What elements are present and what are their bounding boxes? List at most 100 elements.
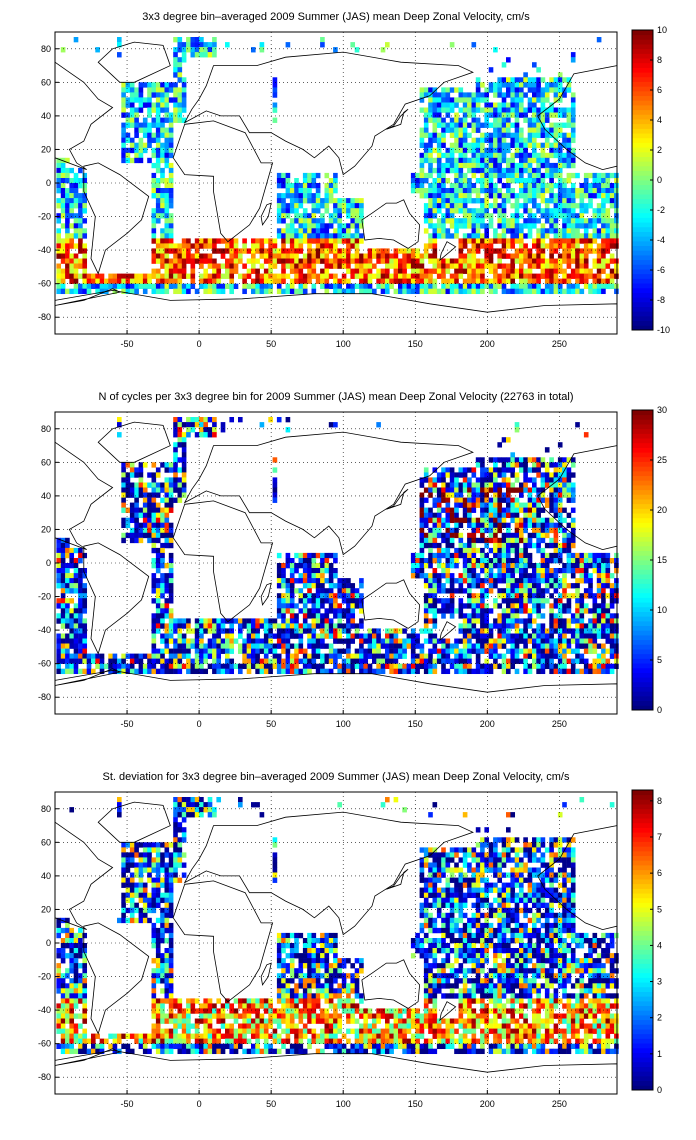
- data-cell: [544, 633, 550, 639]
- data-cell: [142, 517, 148, 524]
- colorbar-tick-label: -2: [657, 205, 665, 215]
- data-cell: [467, 623, 472, 629]
- data-cell: [549, 487, 554, 493]
- data-cell: [168, 497, 174, 503]
- data-cell: [419, 127, 425, 133]
- data-cell: [458, 107, 464, 113]
- data-cell: [65, 288, 70, 295]
- data-cell: [372, 263, 377, 269]
- data-cell: [532, 87, 537, 93]
- data-cell: [493, 643, 498, 649]
- data-cell: [324, 188, 330, 194]
- data-cell: [173, 47, 178, 53]
- data-cell: [436, 497, 442, 503]
- colorbar-tick-label: -4: [657, 235, 665, 245]
- data-cell: [519, 283, 524, 290]
- data-cell: [475, 147, 481, 154]
- data-cell: [177, 72, 183, 78]
- data-cell: [410, 633, 416, 639]
- data-cell: [519, 268, 524, 274]
- data-cell: [220, 623, 226, 629]
- data-cell: [60, 558, 66, 564]
- data-cell: [298, 268, 304, 274]
- data-cell: [471, 573, 477, 579]
- data-cell: [337, 618, 343, 624]
- data-cell: [614, 628, 619, 634]
- data-cell: [510, 213, 516, 219]
- data-cell: [164, 208, 170, 214]
- data-cell: [549, 208, 554, 214]
- data-cell: [553, 203, 559, 209]
- data-cell: [285, 638, 291, 644]
- data-cell: [592, 563, 598, 569]
- data-cell: [553, 82, 559, 88]
- data-cell: [441, 522, 446, 529]
- data-cell: [458, 608, 464, 614]
- data-cell: [324, 643, 330, 649]
- data-cell: [462, 127, 468, 133]
- data-cell: [376, 628, 381, 634]
- data-cell: [540, 273, 546, 279]
- data-cell: [432, 487, 438, 493]
- data-cell: [190, 258, 196, 264]
- data-cell: [579, 613, 585, 619]
- data-cell: [436, 268, 442, 274]
- data-cell: [596, 203, 602, 209]
- data-cell: [497, 552, 503, 559]
- data-cell: [281, 203, 286, 209]
- data-cell: [354, 198, 360, 204]
- data-cell: [311, 578, 317, 584]
- data-cell: [601, 593, 606, 599]
- data-cell: [337, 248, 343, 254]
- data-cell: [164, 102, 170, 108]
- data-cell: [346, 578, 351, 584]
- data-cell: [324, 608, 330, 614]
- data-cell: [454, 643, 459, 649]
- data-cell: [523, 507, 528, 513]
- data-cell: [289, 263, 295, 269]
- data-cell: [441, 152, 446, 159]
- data-cell: [289, 248, 295, 254]
- data-cell: [596, 283, 602, 290]
- data-cell: [527, 117, 533, 123]
- data-cell: [393, 258, 399, 264]
- data-cell: [155, 183, 161, 189]
- data-cell: [134, 112, 139, 118]
- data-cell: [346, 263, 351, 269]
- data-cell: [575, 558, 580, 564]
- data-cell: [419, 188, 425, 194]
- data-cell: [142, 527, 148, 534]
- data-cell: [56, 172, 62, 179]
- data-cell: [181, 87, 187, 93]
- data-cell: [99, 278, 105, 284]
- data-cell: [242, 623, 247, 629]
- data-cell: [501, 218, 507, 224]
- data-cell: [333, 208, 338, 214]
- data-cell: [436, 598, 442, 604]
- data-cell: [428, 208, 433, 214]
- data-cell: [324, 283, 330, 290]
- data-cell: [536, 233, 541, 239]
- data-cell: [376, 278, 381, 284]
- data-cell: [298, 283, 304, 290]
- data-cell: [579, 268, 585, 274]
- data-cell: [480, 238, 485, 244]
- data-cell: [514, 238, 520, 244]
- data-cell: [78, 643, 83, 649]
- data-cell: [121, 273, 126, 279]
- data-cell: [307, 183, 312, 189]
- data-cell: [60, 568, 66, 574]
- data-cell: [78, 558, 83, 564]
- data-cell: [73, 203, 79, 209]
- data-cell: [410, 643, 416, 649]
- data-cell: [467, 268, 472, 274]
- data-cell: [510, 487, 516, 493]
- data-cell: [168, 593, 174, 599]
- data-cell: [56, 542, 62, 549]
- data-cell: [177, 628, 183, 634]
- data-cell: [268, 273, 273, 279]
- data-cell: [454, 132, 459, 139]
- data-cell: [311, 223, 317, 229]
- data-cell: [449, 613, 455, 619]
- data-cell: [458, 253, 464, 259]
